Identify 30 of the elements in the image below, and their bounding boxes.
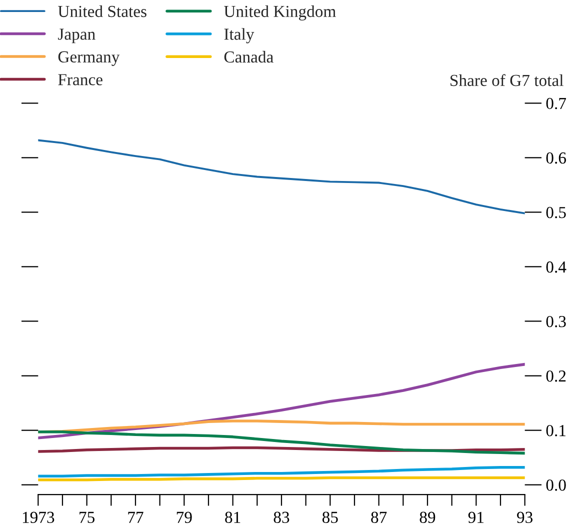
x-tick-label: 81 bbox=[225, 512, 240, 524]
x-tick-label: 79 bbox=[176, 512, 192, 524]
y-tick-label: 0.5 bbox=[546, 206, 566, 218]
legend-label: Japan bbox=[58, 28, 96, 44]
y-tick-label: 0.3 bbox=[546, 316, 566, 328]
y-tick-label: 0.0 bbox=[546, 480, 566, 491]
x-tick-label: 87 bbox=[371, 512, 387, 524]
legend-label: United Kingdom bbox=[224, 5, 336, 21]
x-tick-label: 83 bbox=[274, 512, 290, 524]
y-tick-label: 0.1 bbox=[546, 424, 566, 436]
x-tick-label: 85 bbox=[322, 512, 338, 524]
y-axis-title: Share of G7 total bbox=[450, 74, 564, 86]
legend-label: France bbox=[58, 74, 102, 86]
x-tick-label: 89 bbox=[420, 512, 436, 524]
y-tick-label: 0.4 bbox=[546, 261, 566, 273]
legend-label: Germany bbox=[58, 51, 120, 66]
line-series bbox=[38, 430, 525, 455]
line-series bbox=[38, 139, 525, 214]
x-tick-label: 1973 bbox=[22, 512, 54, 524]
x-tick-label: 75 bbox=[80, 512, 94, 524]
x-tick-label: 91 bbox=[468, 512, 484, 524]
y-tick-label: 0.6 bbox=[546, 152, 566, 164]
legend-label: United States bbox=[58, 5, 146, 18]
legend-label: Canada bbox=[224, 50, 274, 63]
x-tick-label: 77 bbox=[128, 512, 144, 523]
legend-label: Italy bbox=[224, 28, 254, 44]
y-tick-label: 0.7 bbox=[546, 98, 566, 110]
x-tick-label: 93 bbox=[517, 512, 533, 524]
line-series bbox=[38, 466, 525, 478]
y-tick-label: 0.2 bbox=[546, 370, 566, 382]
